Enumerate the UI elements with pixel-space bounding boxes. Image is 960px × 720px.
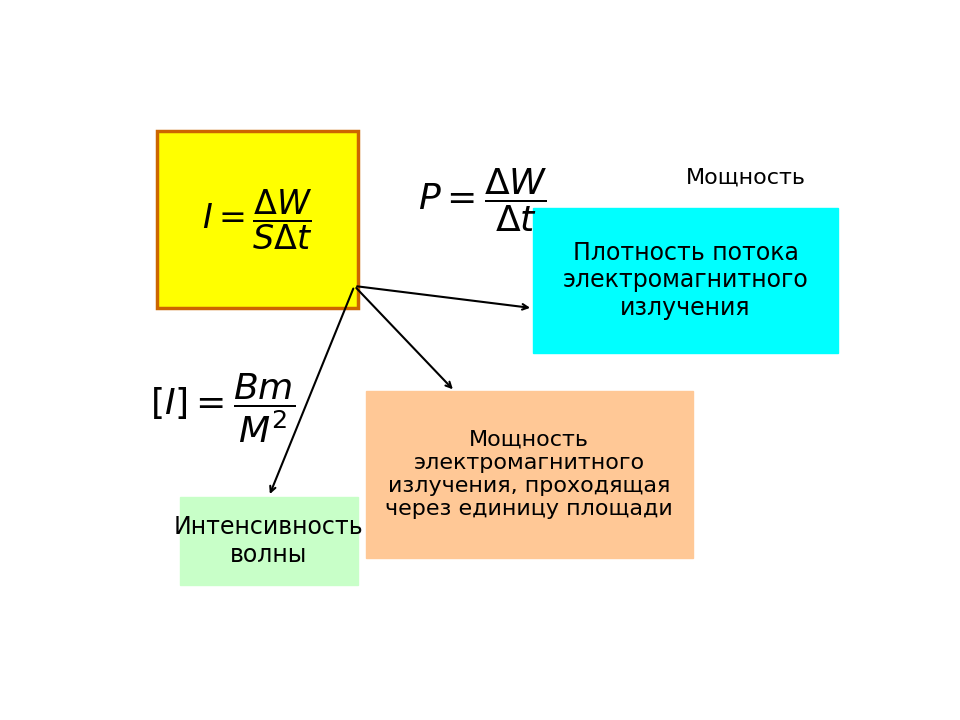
Text: Плотность потока
электромагнитного
излучения: Плотность потока электромагнитного излуч… (563, 240, 808, 320)
Text: $[I] = \dfrac{Bm}{M^2}$: $[I] = \dfrac{Bm}{M^2}$ (150, 372, 295, 445)
Text: Интенсивность
волны: Интенсивность волны (174, 515, 364, 567)
FancyBboxPatch shape (180, 497, 358, 585)
Text: $I = \dfrac{\Delta W}{S\Delta t}$: $I = \dfrac{\Delta W}{S\Delta t}$ (203, 187, 313, 252)
Text: $P = \dfrac{\Delta W}{\Delta t}$: $P = \dfrac{\Delta W}{\Delta t}$ (418, 166, 547, 234)
FancyBboxPatch shape (533, 208, 838, 353)
FancyBboxPatch shape (366, 392, 693, 557)
Text: Мощность
электромагнитного
излучения, проходящая
через единицу площади: Мощность электромагнитного излучения, пр… (385, 430, 673, 519)
FancyBboxPatch shape (157, 131, 358, 308)
Text: Мощность: Мощность (685, 168, 805, 188)
